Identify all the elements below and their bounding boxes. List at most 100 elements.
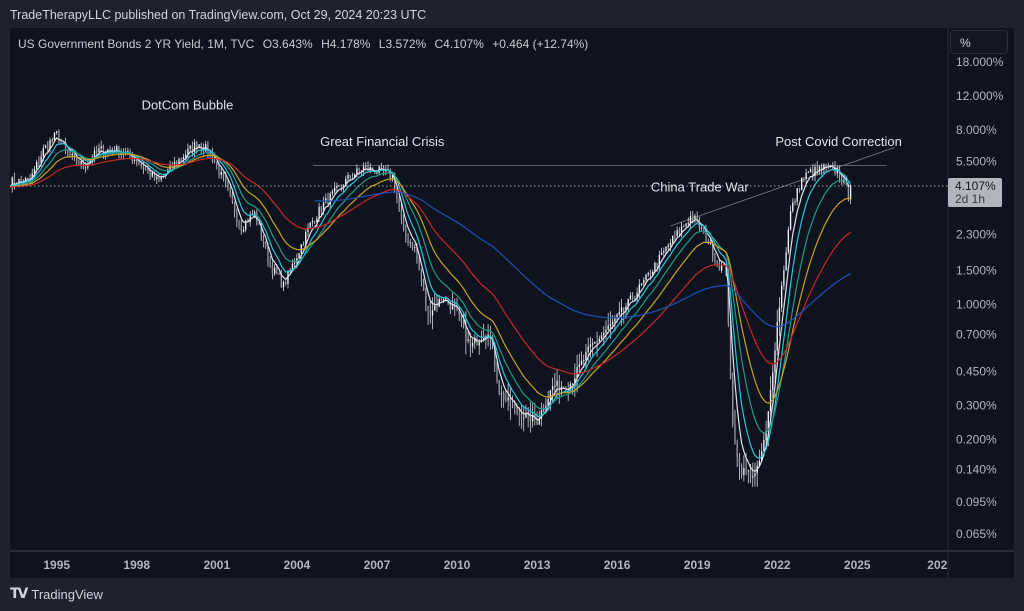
- candle-body: [222, 172, 225, 178]
- candle-body: [27, 177, 29, 179]
- candle-body: [458, 309, 460, 315]
- candle-body: [82, 161, 85, 168]
- candle-body: [51, 139, 53, 141]
- candle-body: [225, 177, 227, 183]
- candle-body: [416, 247, 418, 260]
- candle-body: [191, 145, 194, 152]
- candle-body: [663, 251, 665, 253]
- candle-body: [414, 247, 416, 248]
- candle-body: [422, 282, 425, 291]
- candle-body: [398, 198, 400, 210]
- candle-body: [714, 256, 716, 261]
- candle-body: [643, 280, 645, 284]
- candle-body: [151, 172, 153, 177]
- candle-body: [836, 168, 838, 174]
- candle-body: [669, 242, 672, 246]
- candle-body: [825, 164, 827, 166]
- candle-body: [767, 411, 769, 432]
- candle-body: [709, 242, 712, 244]
- candle-body: [525, 412, 527, 418]
- candle-body: [213, 159, 216, 162]
- candle-body: [509, 397, 512, 406]
- candle-body: [334, 187, 336, 192]
- candle-body: [743, 468, 745, 476]
- candle-body: [645, 274, 647, 281]
- percent-scale-button[interactable]: %: [950, 30, 1008, 54]
- candle-body: [84, 167, 87, 169]
- candle-body: [78, 162, 80, 165]
- chart-panel[interactable]: US Government Bonds 2 YR Yield, 1M, TVC …: [10, 28, 1014, 578]
- candle-body: [787, 229, 789, 253]
- candle-body: [456, 307, 458, 310]
- candle-body: [640, 283, 643, 285]
- candle-body: [258, 223, 260, 225]
- candle-body: [331, 191, 334, 194]
- candle-body: [818, 166, 821, 171]
- candle-body: [729, 323, 732, 379]
- candle-body: [365, 165, 367, 167]
- y-tick-label: 0.065%: [956, 527, 997, 541]
- candle-body: [253, 211, 256, 215]
- candle-body: [460, 314, 463, 323]
- candle-body: [136, 159, 138, 163]
- candle-body: [605, 329, 607, 333]
- candle-body: [634, 298, 636, 300]
- candle-body: [558, 380, 560, 391]
- candle-body: [780, 285, 783, 308]
- candle-body: [407, 237, 409, 243]
- candle-body: [273, 267, 276, 274]
- price-chart[interactable]: DotCom Bubble Great Financial Crisis China…: [10, 28, 1014, 578]
- candle-body: [178, 158, 180, 165]
- candle-body: [672, 235, 674, 243]
- x-tick-label: 2004: [284, 558, 311, 572]
- price-axis[interactable]: [948, 28, 1014, 578]
- candle-body: [325, 198, 327, 203]
- candle-body: [42, 148, 45, 157]
- y-tick-label: 0.300%: [956, 399, 997, 413]
- candle-body: [425, 290, 427, 306]
- candle-body: [360, 170, 363, 171]
- moving-average-line: [314, 191, 851, 328]
- candle-body: [687, 222, 689, 224]
- moving-average-line: [10, 142, 851, 459]
- candle-body: [474, 339, 476, 343]
- candle-body: [267, 246, 269, 262]
- candle-body: [216, 161, 218, 166]
- candle-body: [821, 166, 823, 170]
- candle-body: [358, 168, 360, 171]
- candle-body: [98, 148, 100, 153]
- candle-body: [340, 185, 343, 187]
- candle-body: [302, 244, 305, 246]
- candle-body: [440, 299, 443, 302]
- candle-body: [540, 410, 543, 419]
- y-tick-label: 1.500%: [956, 264, 997, 278]
- candle-body: [627, 298, 629, 307]
- candle-body: [269, 261, 271, 266]
- candle-body: [618, 311, 620, 315]
- candle-body: [276, 267, 278, 275]
- candle-body: [64, 142, 67, 149]
- candle-body: [827, 165, 830, 167]
- candle-body: [336, 185, 338, 188]
- candle-body: [411, 242, 414, 248]
- candle-body: [20, 178, 22, 181]
- candle-body: [754, 473, 756, 477]
- candle-body: [652, 271, 654, 276]
- candle-body: [298, 253, 300, 259]
- candle-body: [218, 165, 220, 175]
- candle-body: [189, 145, 191, 149]
- y-tick-label: 0.140%: [956, 463, 997, 477]
- candle-body: [187, 148, 189, 155]
- candle-body: [445, 297, 447, 300]
- candle-body: [142, 165, 145, 169]
- candle-body: [503, 393, 505, 400]
- candle-body: [29, 177, 31, 180]
- candle-body: [801, 177, 803, 191]
- candle-body: [238, 221, 240, 226]
- candle-body: [329, 193, 331, 205]
- candle-body: [749, 470, 752, 478]
- candle-body: [400, 209, 403, 220]
- x-tick-label: 2007: [364, 558, 391, 572]
- candle-body: [683, 226, 685, 227]
- candle-body: [56, 131, 58, 133]
